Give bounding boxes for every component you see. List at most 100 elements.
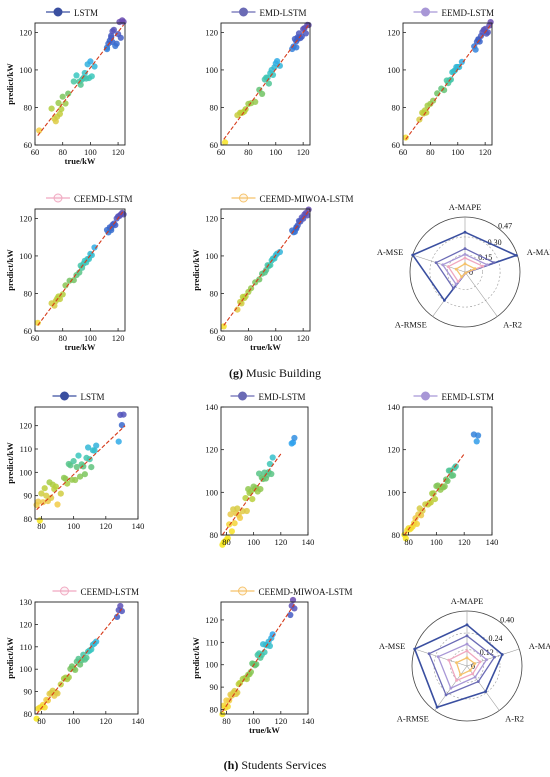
data-point <box>52 483 60 490</box>
radar-vertex <box>514 254 518 257</box>
data-point <box>441 483 448 490</box>
data-point <box>67 462 74 469</box>
y-axis-label: predict/kW <box>191 637 201 679</box>
data-point <box>56 296 64 303</box>
data-point <box>72 476 79 484</box>
data-point <box>266 460 273 468</box>
legend-label: EMD-LSTM <box>259 392 306 402</box>
data-point <box>112 222 119 229</box>
data-point <box>487 19 494 26</box>
radar-vertex <box>484 690 487 693</box>
scatter-panel-8: EEMD-LSTM 80 100 120 140 80 100 120 140 <box>387 391 498 547</box>
data-point <box>70 78 77 85</box>
scatter-panel-1: LSTM 60 80 100 120 60 80 100 120 true/kW predict/k… <box>5 7 127 166</box>
y-tick-label: 100 <box>205 487 218 497</box>
legend-label: LSTM <box>74 8 98 18</box>
data-point <box>447 76 454 83</box>
data-point <box>88 73 95 80</box>
radar-axis-label: A-MAE <box>527 247 550 257</box>
x-tick-label: 80 <box>244 333 253 343</box>
radar-vertex <box>463 230 467 234</box>
radar-vertex <box>463 253 467 256</box>
radar-vertex <box>476 680 480 683</box>
legend-label: EEMD-LSTM <box>442 392 495 402</box>
y-axis-label: predict/kW <box>5 63 15 105</box>
x-tick-label: 100 <box>84 147 97 157</box>
data-point <box>234 505 241 512</box>
radar-vertex <box>449 686 453 690</box>
data-point <box>269 631 276 638</box>
data-point <box>473 438 480 445</box>
y-tick-label: 120 <box>205 615 218 625</box>
data-point <box>222 139 229 146</box>
y-tick-label: 60 <box>24 326 33 336</box>
caption-letter: (h) <box>223 758 239 772</box>
data-point <box>38 490 45 497</box>
plot-frame <box>220 406 309 536</box>
x-axis-label: true/kW <box>249 725 280 735</box>
x-tick-label: 80 <box>244 147 253 157</box>
data-point <box>59 93 66 100</box>
data-point <box>458 58 465 65</box>
data-point <box>54 501 61 508</box>
x-tick-label: 100 <box>67 716 80 726</box>
data-point <box>88 252 95 259</box>
x-tick-label: 120 <box>99 521 112 531</box>
radar-vertex <box>434 261 438 264</box>
y-tick-label: 80 <box>210 705 219 715</box>
y-tick-label: 120 <box>19 421 32 431</box>
data-point <box>33 715 40 722</box>
data-point <box>231 520 238 527</box>
data-point <box>291 605 298 612</box>
data-point <box>91 244 98 251</box>
plot-frame <box>220 601 309 715</box>
y-tick-label: 120 <box>19 27 32 37</box>
data-point <box>41 485 48 492</box>
data-point <box>472 46 479 53</box>
radar-vertex <box>460 275 463 279</box>
legend-marker <box>421 391 430 401</box>
data-point <box>266 642 273 650</box>
data-point <box>77 473 84 480</box>
x-tick-label: 80 <box>426 147 435 157</box>
y-tick-label: 140 <box>205 402 218 412</box>
radar-ring <box>447 254 483 290</box>
y-tick-label: 80 <box>392 530 401 540</box>
data-point <box>120 411 127 418</box>
radar-vertex <box>465 642 469 646</box>
legend-marker <box>238 391 247 401</box>
fit-line <box>36 608 123 715</box>
fit-line <box>221 603 295 713</box>
data-point <box>276 62 283 69</box>
legend-marker <box>60 586 69 596</box>
radar-series-5 <box>455 263 477 278</box>
y-tick-label: 60 <box>392 140 401 150</box>
scatter-panel-3: EEMD-LSTM 60 80 100 120 60 80 100 120 <box>387 7 494 157</box>
legend-label: CEEMD-LSTM <box>81 587 140 597</box>
data-point <box>236 514 244 522</box>
y-tick-label: 80 <box>392 102 401 112</box>
data-point <box>265 80 272 87</box>
x-tick-label: 100 <box>451 147 464 157</box>
radar-ring-label: 0 <box>469 268 473 277</box>
y-tick-label: 100 <box>205 660 218 670</box>
radar-vertex <box>454 267 458 271</box>
caption-text: Music Building <box>242 366 321 380</box>
legend-marker <box>421 7 430 17</box>
radar-chart-1: A-MAPE A-MAE A-R2 A-RMSE A-MSE 0 0.15 0.30 0.47 <box>377 202 550 329</box>
data-point <box>43 492 50 499</box>
radar-vertex <box>443 299 446 302</box>
data-point <box>35 498 42 505</box>
data-point <box>57 490 64 497</box>
fit-line <box>403 453 465 536</box>
radar-ring-label: 0.40 <box>500 615 514 624</box>
data-point <box>247 668 254 676</box>
legend-marker <box>60 391 69 401</box>
legend-marker <box>53 7 63 17</box>
x-tick-label: 120 <box>458 537 471 547</box>
data-point <box>118 608 125 615</box>
data-point <box>48 105 55 112</box>
data-point <box>228 528 235 535</box>
x-tick-label: 120 <box>274 716 287 726</box>
